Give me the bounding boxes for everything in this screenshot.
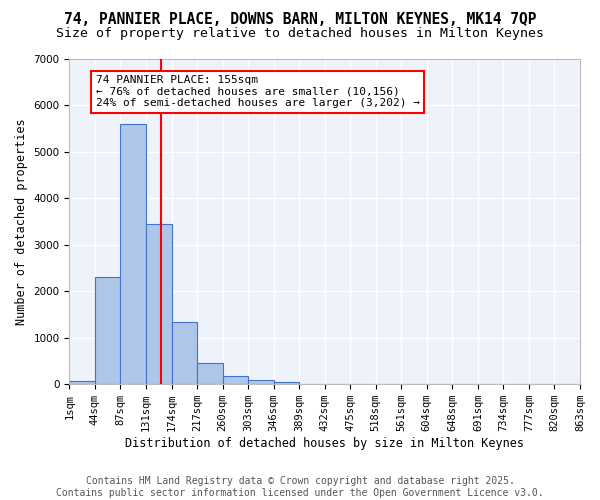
Bar xyxy=(121,124,146,384)
Bar xyxy=(197,364,223,384)
Bar xyxy=(172,322,197,384)
Text: Contains HM Land Registry data © Crown copyright and database right 2025.
Contai: Contains HM Land Registry data © Crown c… xyxy=(56,476,544,498)
Text: Size of property relative to detached houses in Milton Keynes: Size of property relative to detached ho… xyxy=(56,28,544,40)
X-axis label: Distribution of detached houses by size in Milton Keynes: Distribution of detached houses by size … xyxy=(125,437,524,450)
Bar xyxy=(146,224,172,384)
Bar xyxy=(223,376,248,384)
Text: 74, PANNIER PLACE, DOWNS BARN, MILTON KEYNES, MK14 7QP: 74, PANNIER PLACE, DOWNS BARN, MILTON KE… xyxy=(64,12,536,28)
Bar xyxy=(248,380,274,384)
Bar xyxy=(70,380,95,384)
Bar xyxy=(95,278,121,384)
Y-axis label: Number of detached properties: Number of detached properties xyxy=(15,118,28,325)
Text: 74 PANNIER PLACE: 155sqm
← 76% of detached houses are smaller (10,156)
24% of se: 74 PANNIER PLACE: 155sqm ← 76% of detach… xyxy=(95,76,419,108)
Bar xyxy=(274,382,299,384)
